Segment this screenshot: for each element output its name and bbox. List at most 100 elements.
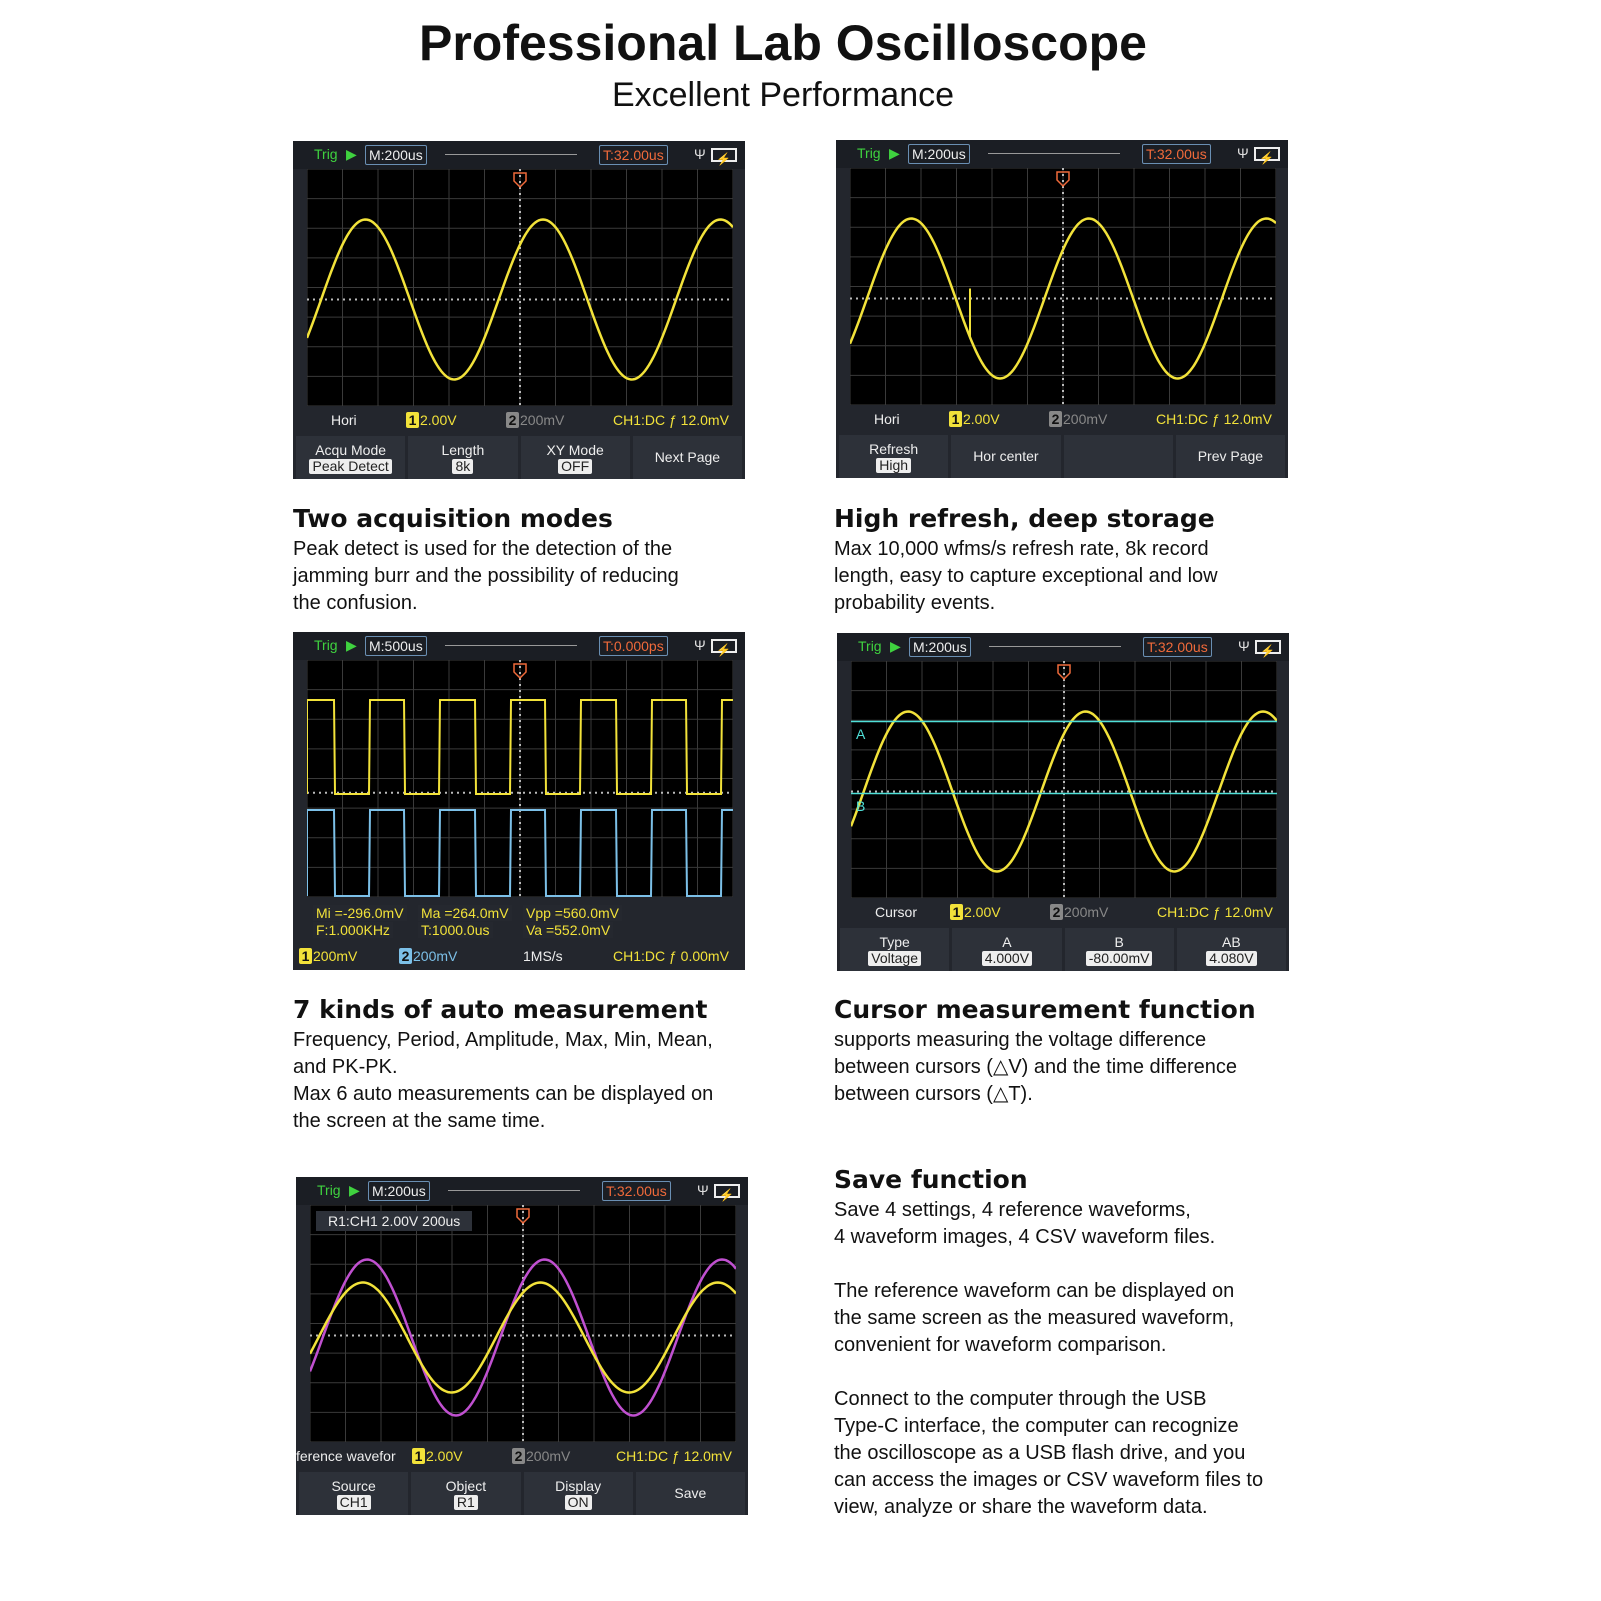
- battery-icon: ⚡: [711, 639, 737, 657]
- softkey-button[interactable]: Save: [635, 1472, 745, 1515]
- softkey-button[interactable]: Hor center: [951, 435, 1061, 478]
- usb-icon: Ψ: [697, 1182, 709, 1198]
- softkey-value: Peak Detect: [309, 458, 392, 474]
- trigger-status: Trig: [317, 1182, 341, 1198]
- ch2-scale-value: 200mV: [413, 948, 458, 964]
- feature-section: Save function Save 4 settings, 4 referenc…: [834, 1164, 1354, 1521]
- ch1-scale[interactable]: 1 200mV: [299, 948, 357, 964]
- trigger-time[interactable]: T:32.00us: [602, 1181, 671, 1201]
- measurement-value: F:1.000KHz: [313, 922, 393, 938]
- softkey-button[interactable]: Type Voltage: [840, 928, 950, 971]
- ch1-waveform: [850, 217, 1276, 380]
- timebase[interactable]: M:200us: [368, 1181, 430, 1201]
- softkey-button[interactable]: Length 8k: [408, 436, 518, 479]
- softkey-button[interactable]: AB 4.080V: [1176, 928, 1286, 971]
- ch2-badge: 2: [506, 412, 519, 428]
- run-icon[interactable]: ▶: [889, 145, 900, 161]
- section-text: supports measuring the voltage differenc…: [834, 1029, 1207, 1051]
- run-icon[interactable]: ▶: [346, 146, 357, 162]
- run-icon[interactable]: ▶: [349, 1182, 360, 1198]
- trigger-setting[interactable]: CH1:DC ƒ 12.0mV: [1157, 904, 1273, 920]
- softkey-button[interactable]: Source CH1: [299, 1472, 409, 1515]
- softkey-value: 4.080V: [1206, 950, 1257, 966]
- measurement-value: Vpp =560.0mV: [523, 905, 623, 921]
- softkey-button[interactable]: XY Mode OFF: [520, 436, 630, 479]
- ch2-scale[interactable]: 2 200mV: [512, 1448, 570, 1464]
- ch2-scale[interactable]: 2 200mV: [399, 948, 457, 964]
- ch2-scale[interactable]: 2 200mV: [1050, 904, 1108, 920]
- section-text: the screen at the same time.: [293, 1110, 546, 1132]
- section-heading: High refresh, deep storage: [834, 504, 1215, 533]
- feature-section: Cursor measurement function supports mea…: [834, 994, 1354, 1108]
- menu-title: Hori: [331, 412, 357, 428]
- trigger-setting[interactable]: CH1:DC ƒ 12.0mV: [613, 412, 729, 428]
- softkey-button[interactable]: Next Page: [632, 436, 742, 479]
- battery-icon: ⚡: [1254, 147, 1280, 165]
- trigger-time[interactable]: T:32.00us: [599, 145, 668, 165]
- softkey-value: High: [876, 457, 912, 473]
- trigger-setting[interactable]: CH1:DC ƒ 12.0mV: [1156, 411, 1272, 427]
- softkey-label: Display: [555, 1477, 602, 1494]
- section-heading: 7 kinds of auto measurement: [293, 995, 708, 1024]
- ch1-scale[interactable]: 1 2.00V: [406, 412, 457, 428]
- trigger-status: Trig: [858, 638, 882, 654]
- section-text: Frequency, Period, Amplitude, Max, Min, …: [293, 1029, 713, 1051]
- feature-section: Two acquisition modes Peak detect is used…: [293, 503, 813, 617]
- softkey-button[interactable]: Display ON: [523, 1472, 633, 1515]
- timebase[interactable]: M:200us: [909, 637, 971, 657]
- ch2-scale-value: 200mV: [1064, 904, 1109, 920]
- run-icon[interactable]: ▶: [346, 637, 357, 653]
- waveform-display: [310, 1205, 736, 1442]
- ch1-scale[interactable]: 1 2.00V: [949, 411, 1000, 427]
- timebase[interactable]: M:200us: [365, 145, 427, 165]
- softkey-button[interactable]: Acqu Mode Peak Detect: [296, 436, 406, 479]
- menu-title: ference wavefor: [296, 1448, 396, 1464]
- ch2-scale[interactable]: 2 200mV: [1049, 411, 1107, 427]
- softkey-button[interactable]: A 4.000V: [952, 928, 1062, 971]
- channel-status-row: Cursor 1 2.00V 2 200mV CH1:DC ƒ 12.0mV: [837, 898, 1289, 928]
- channel-status-row: ference wavefor 1 2.00V 2 200mV CH1:DC ƒ 12.0…: [296, 1442, 748, 1472]
- softkey-label: Length: [441, 441, 485, 458]
- ch1-badge: 1: [949, 411, 962, 427]
- softkey-label: AB: [1222, 933, 1241, 950]
- section-text: probability events.: [834, 592, 996, 614]
- section-text: and PK-PK.: [293, 1056, 398, 1078]
- battery-icon: ⚡: [711, 148, 737, 166]
- softkey-row: Refresh High Hor center Prev Page: [836, 435, 1288, 478]
- softkey-button[interactable]: Object R1: [411, 1472, 521, 1515]
- softkey-value: OFF: [558, 458, 593, 474]
- trigger-setting[interactable]: CH1:DC ƒ 0.00mV: [613, 948, 729, 964]
- reference-label: R1:CH1 2.00V 200us: [316, 1211, 473, 1231]
- softkey-label: A: [1002, 933, 1012, 950]
- section-text: convenient for waveform comparison.: [834, 1334, 1167, 1356]
- ch2-scale[interactable]: 2 200mV: [506, 412, 564, 428]
- softkey-label: Prev Page: [1197, 448, 1264, 464]
- ch1-scale-value: 2.00V: [426, 1448, 463, 1464]
- horizontal-position-bar: [988, 153, 1120, 154]
- timebase[interactable]: M:500us: [365, 636, 427, 656]
- measurement-value: Ma =264.0mV: [418, 905, 512, 921]
- softkey-button[interactable]: Prev Page: [1175, 435, 1285, 478]
- trigger-setting[interactable]: CH1:DC ƒ 12.0mV: [616, 1448, 732, 1464]
- ch2-scale-value: 200mV: [1063, 411, 1108, 427]
- sample-rate: 1MS/s: [523, 948, 563, 964]
- trigger-time[interactable]: T:32.00us: [1142, 144, 1211, 164]
- ch2-badge: 2: [1049, 411, 1062, 427]
- ch1-scale[interactable]: 1 2.00V: [412, 1448, 463, 1464]
- reference-waveform: [310, 1258, 736, 1417]
- softkey-button[interactable]: B -80.00mV: [1064, 928, 1174, 971]
- softkey-button[interactable]: Refresh High: [839, 435, 949, 478]
- waveform-display: [850, 168, 1276, 405]
- ch1-waveform: [310, 1281, 736, 1394]
- softkey-value: Voltage: [868, 950, 921, 966]
- trigger-time[interactable]: T:32.00us: [1143, 637, 1212, 657]
- page-title: Professional Lab Oscilloscope: [418, 15, 1147, 71]
- trigger-time[interactable]: T:0.000ps: [599, 636, 668, 656]
- feature-section: 7 kinds of auto measurement Frequency, Pe…: [293, 994, 813, 1135]
- timebase[interactable]: M:200us: [908, 144, 970, 164]
- softkey-button[interactable]: [1063, 435, 1173, 478]
- run-icon[interactable]: ▶: [890, 638, 901, 654]
- top-status-bar: Trig ▶ M:500us T:0.000ps Ψ ⚡: [293, 632, 745, 660]
- measurement-value: Mi =-296.0mV: [313, 905, 407, 921]
- ch1-scale[interactable]: 1 2.00V: [950, 904, 1001, 920]
